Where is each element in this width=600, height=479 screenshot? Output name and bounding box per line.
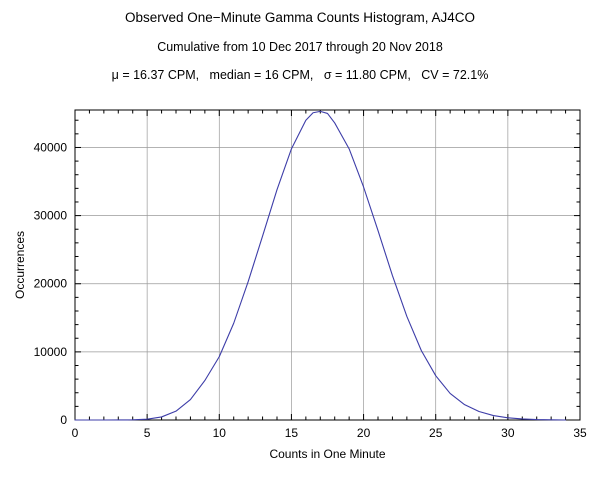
y-tick-label: 0 (60, 413, 67, 427)
x-tick-label: 35 (573, 426, 587, 440)
x-tick-label: 25 (429, 426, 443, 440)
plot-frame (74, 109, 581, 421)
x-tick-label: 0 (72, 426, 79, 440)
y-tick-label: 30000 (34, 209, 68, 223)
y-tick-label: 40000 (34, 140, 68, 154)
chart-stats-line: μ = 16.37 CPM, median = 16 CPM, σ = 11.8… (111, 68, 489, 82)
y-tick-label: 10000 (34, 345, 68, 359)
x-tick-label: 20 (357, 426, 371, 440)
x-tick-label: 15 (285, 426, 299, 440)
x-tick-label: 30 (501, 426, 515, 440)
y-tick-label: 20000 (34, 277, 68, 291)
chart-title: Observed One−Minute Gamma Counts Histogr… (124, 10, 476, 25)
x-tick-label: 10 (213, 426, 227, 440)
x-tick-label: 5 (144, 426, 151, 440)
histogram-curve (74, 110, 567, 421)
chart-subtitle: Cumulative from 10 Dec 2017 through 20 N… (157, 40, 443, 54)
x-axis-label: Counts in One Minute (269, 447, 385, 461)
y-axis-label: Occurrences (13, 231, 27, 299)
